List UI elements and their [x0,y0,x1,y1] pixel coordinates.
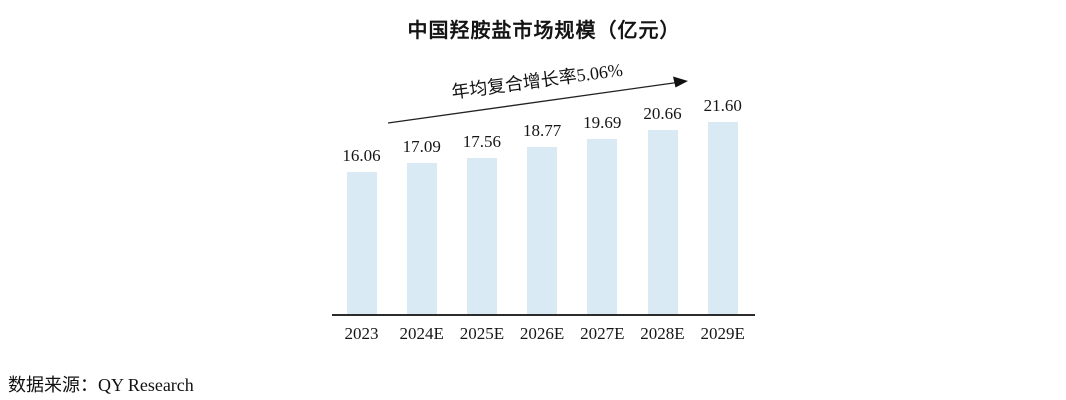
bar-value-label: 17.56 [462,132,502,151]
x-axis-line [332,314,755,316]
bar [466,158,497,316]
bar [527,147,558,316]
bar-value-label: 20.66 [643,104,682,123]
x-axis-tick-label: 2028E [640,324,685,343]
x-axis-tick-label: 2025E [459,324,505,343]
bar [587,139,618,316]
bar-value-label: 18.77 [522,121,562,140]
x-axis-tick-label: 2029E [700,324,745,343]
bar [406,163,437,316]
x-axis-tick-label: 2026E [519,324,565,343]
cagr-arrow-icon [387,76,688,124]
bar [707,122,738,316]
bar [647,130,678,316]
bar-value-label: 21.60 [703,96,742,115]
bar-value-label: 19.69 [583,113,622,132]
bar-value-label: 17.09 [402,137,441,156]
x-axis-tick-label: 2027E [580,324,625,343]
x-axis-tick-label: 2023 [344,324,379,343]
data-source: 数据来源：QY Research [8,375,194,395]
bar [346,172,377,316]
chart-title: 中国羟胺盐市场规模（亿元） [407,20,681,42]
bar-value-label: 16.06 [342,146,381,165]
x-axis-tick-label: 2024E [399,324,444,343]
